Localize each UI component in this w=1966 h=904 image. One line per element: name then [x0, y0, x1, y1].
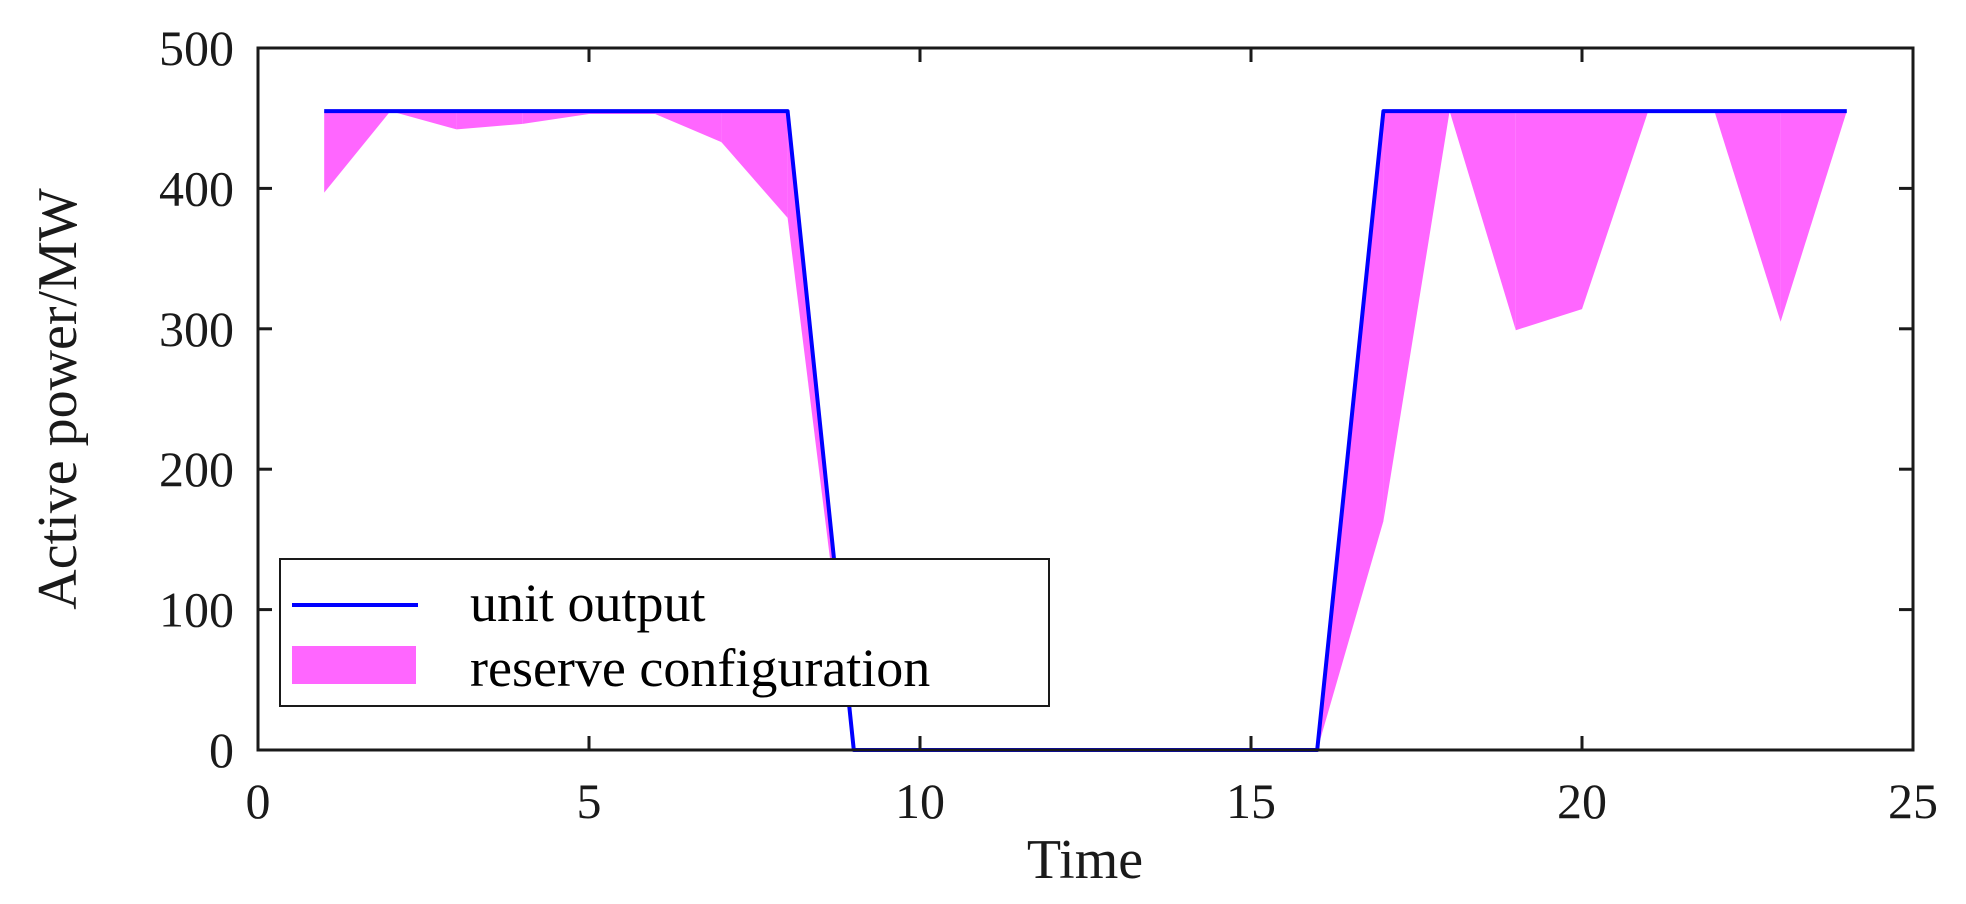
reserve-band-segment	[721, 111, 788, 218]
x-axis-title: Time	[1027, 829, 1143, 891]
legend: unit output reserve configuration	[279, 558, 1050, 707]
x-tick-label: 15	[1226, 773, 1276, 829]
y-tick-label: 400	[159, 160, 234, 216]
y-axis-title: Active power/MW	[27, 188, 89, 610]
x-tick-label: 20	[1557, 773, 1607, 829]
reserve-band-segment	[522, 111, 589, 124]
plot-frame	[256, 46, 1915, 752]
reserve-band-segment	[1449, 111, 1516, 331]
x-tick-label: 5	[577, 773, 602, 829]
legend-label-reserve-configuration: reserve configuration	[470, 638, 930, 698]
axis-tick-labels: 0 5 10 15 20 25 0 100 200 300 400 500	[159, 20, 1938, 829]
reserve-band-segment	[324, 111, 391, 193]
y-tick-label: 300	[159, 301, 234, 357]
reserve-band-segment	[1582, 111, 1649, 310]
y-tick-label: 0	[209, 722, 234, 778]
reserve-band-segment	[1515, 111, 1582, 331]
x-tick-label: 25	[1888, 773, 1938, 829]
x-tick-label: 0	[246, 773, 271, 829]
y-tick-label: 100	[159, 582, 234, 638]
reserve-band-segment	[456, 111, 523, 130]
reserve-band-segment	[655, 111, 722, 143]
y-tick-label: 500	[159, 20, 234, 76]
legend-label-unit-output: unit output	[470, 573, 706, 633]
reserve-band-segment	[390, 111, 457, 130]
reserve-band-segment	[1780, 111, 1847, 322]
x-tick-label: 10	[895, 773, 945, 829]
y-tick-label: 200	[159, 441, 234, 497]
legend-fill-swatch	[292, 646, 416, 684]
reserve-band-segment	[1383, 111, 1450, 522]
axis-ticks	[256, 46, 1915, 752]
reserve-band-segment	[1714, 111, 1781, 322]
